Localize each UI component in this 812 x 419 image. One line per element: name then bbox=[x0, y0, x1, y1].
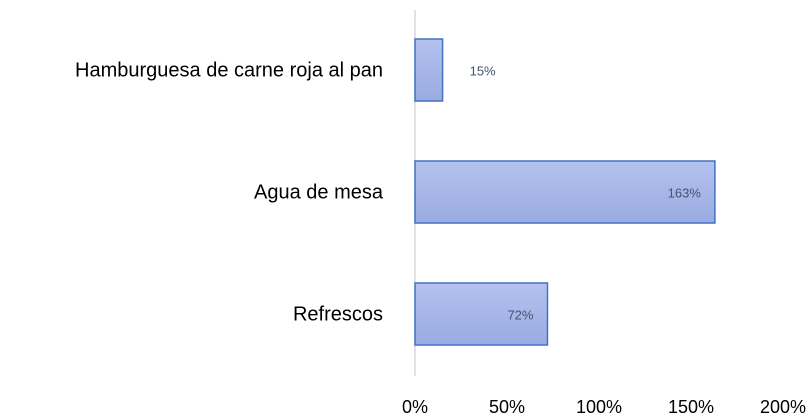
x-tick-label: 0% bbox=[402, 397, 428, 417]
bar bbox=[414, 160, 716, 224]
y-tick-label: Agua de mesa bbox=[254, 181, 384, 203]
x-tick-label: 150% bbox=[668, 397, 714, 417]
x-tick-label: 50% bbox=[489, 397, 525, 417]
x-tick-label: 100% bbox=[576, 397, 622, 417]
data-label: 15% bbox=[470, 63, 496, 78]
data-label: 72% bbox=[507, 307, 533, 322]
y-tick-label: Hamburguesa de carne roja al pan bbox=[75, 59, 383, 81]
y-tick-label: Refrescos bbox=[293, 303, 383, 325]
bar bbox=[414, 38, 444, 102]
x-tick-label: 200% bbox=[760, 397, 806, 417]
bar bbox=[414, 282, 549, 346]
data-label: 163% bbox=[668, 185, 702, 200]
